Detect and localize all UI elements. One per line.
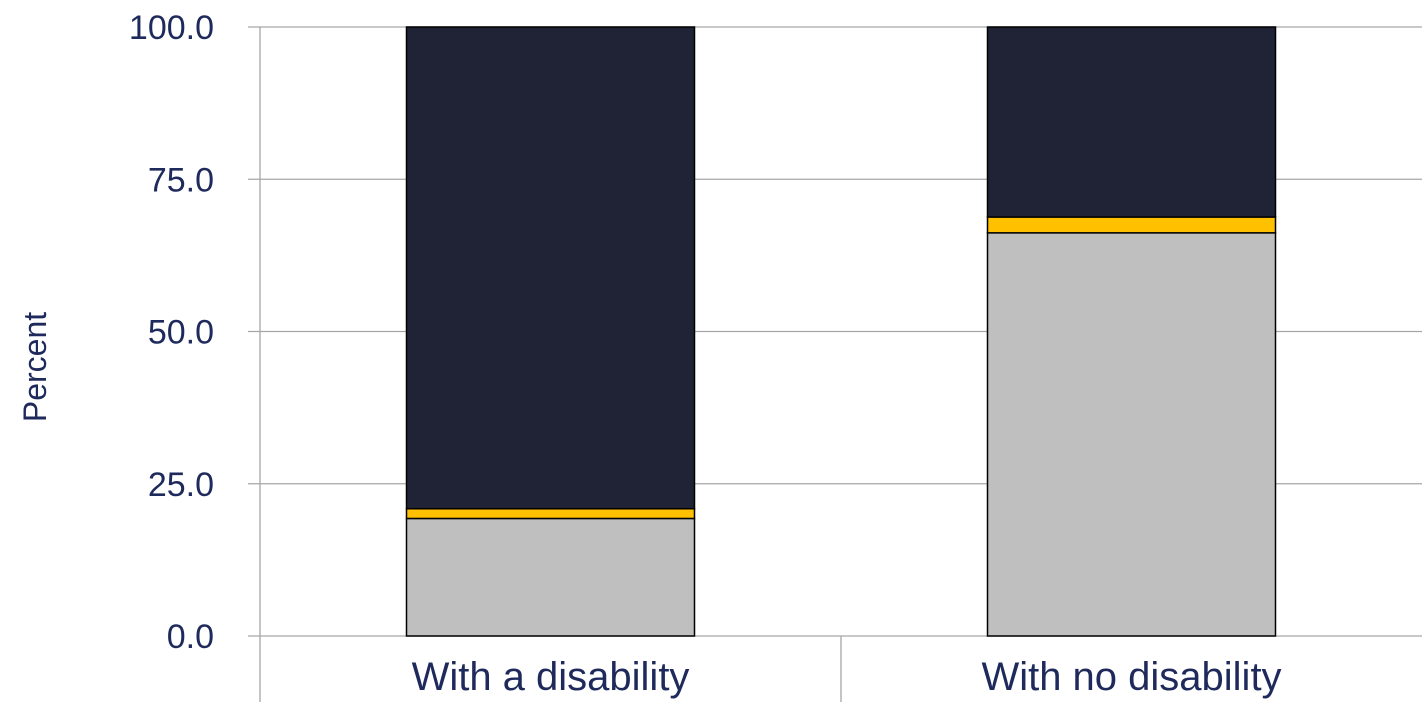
y-tick-label: 25.0 <box>148 466 214 504</box>
x-category-label: With a disability <box>412 655 690 699</box>
bar-segment <box>405 517 696 637</box>
y-tick-label: 0.0 <box>167 618 214 656</box>
y-tick-label: 50.0 <box>148 314 214 352</box>
bars <box>405 26 1277 637</box>
y-tick-label: 75.0 <box>148 161 214 199</box>
axes <box>259 27 842 702</box>
bar-segment <box>405 26 696 510</box>
bar-segment <box>986 26 1277 218</box>
x-category-labels: With a disability With no disability <box>412 655 1282 699</box>
bar-segment <box>986 232 1277 637</box>
bar-segment <box>986 216 1277 234</box>
x-category-label: With no disability <box>981 655 1281 699</box>
y-tick-labels: 0.0 25.0 50.0 75.0 100.0 <box>129 9 214 656</box>
bar-segment <box>405 507 696 520</box>
y-tick-label: 100.0 <box>129 9 214 47</box>
y-axis-title: Percent <box>17 312 53 422</box>
